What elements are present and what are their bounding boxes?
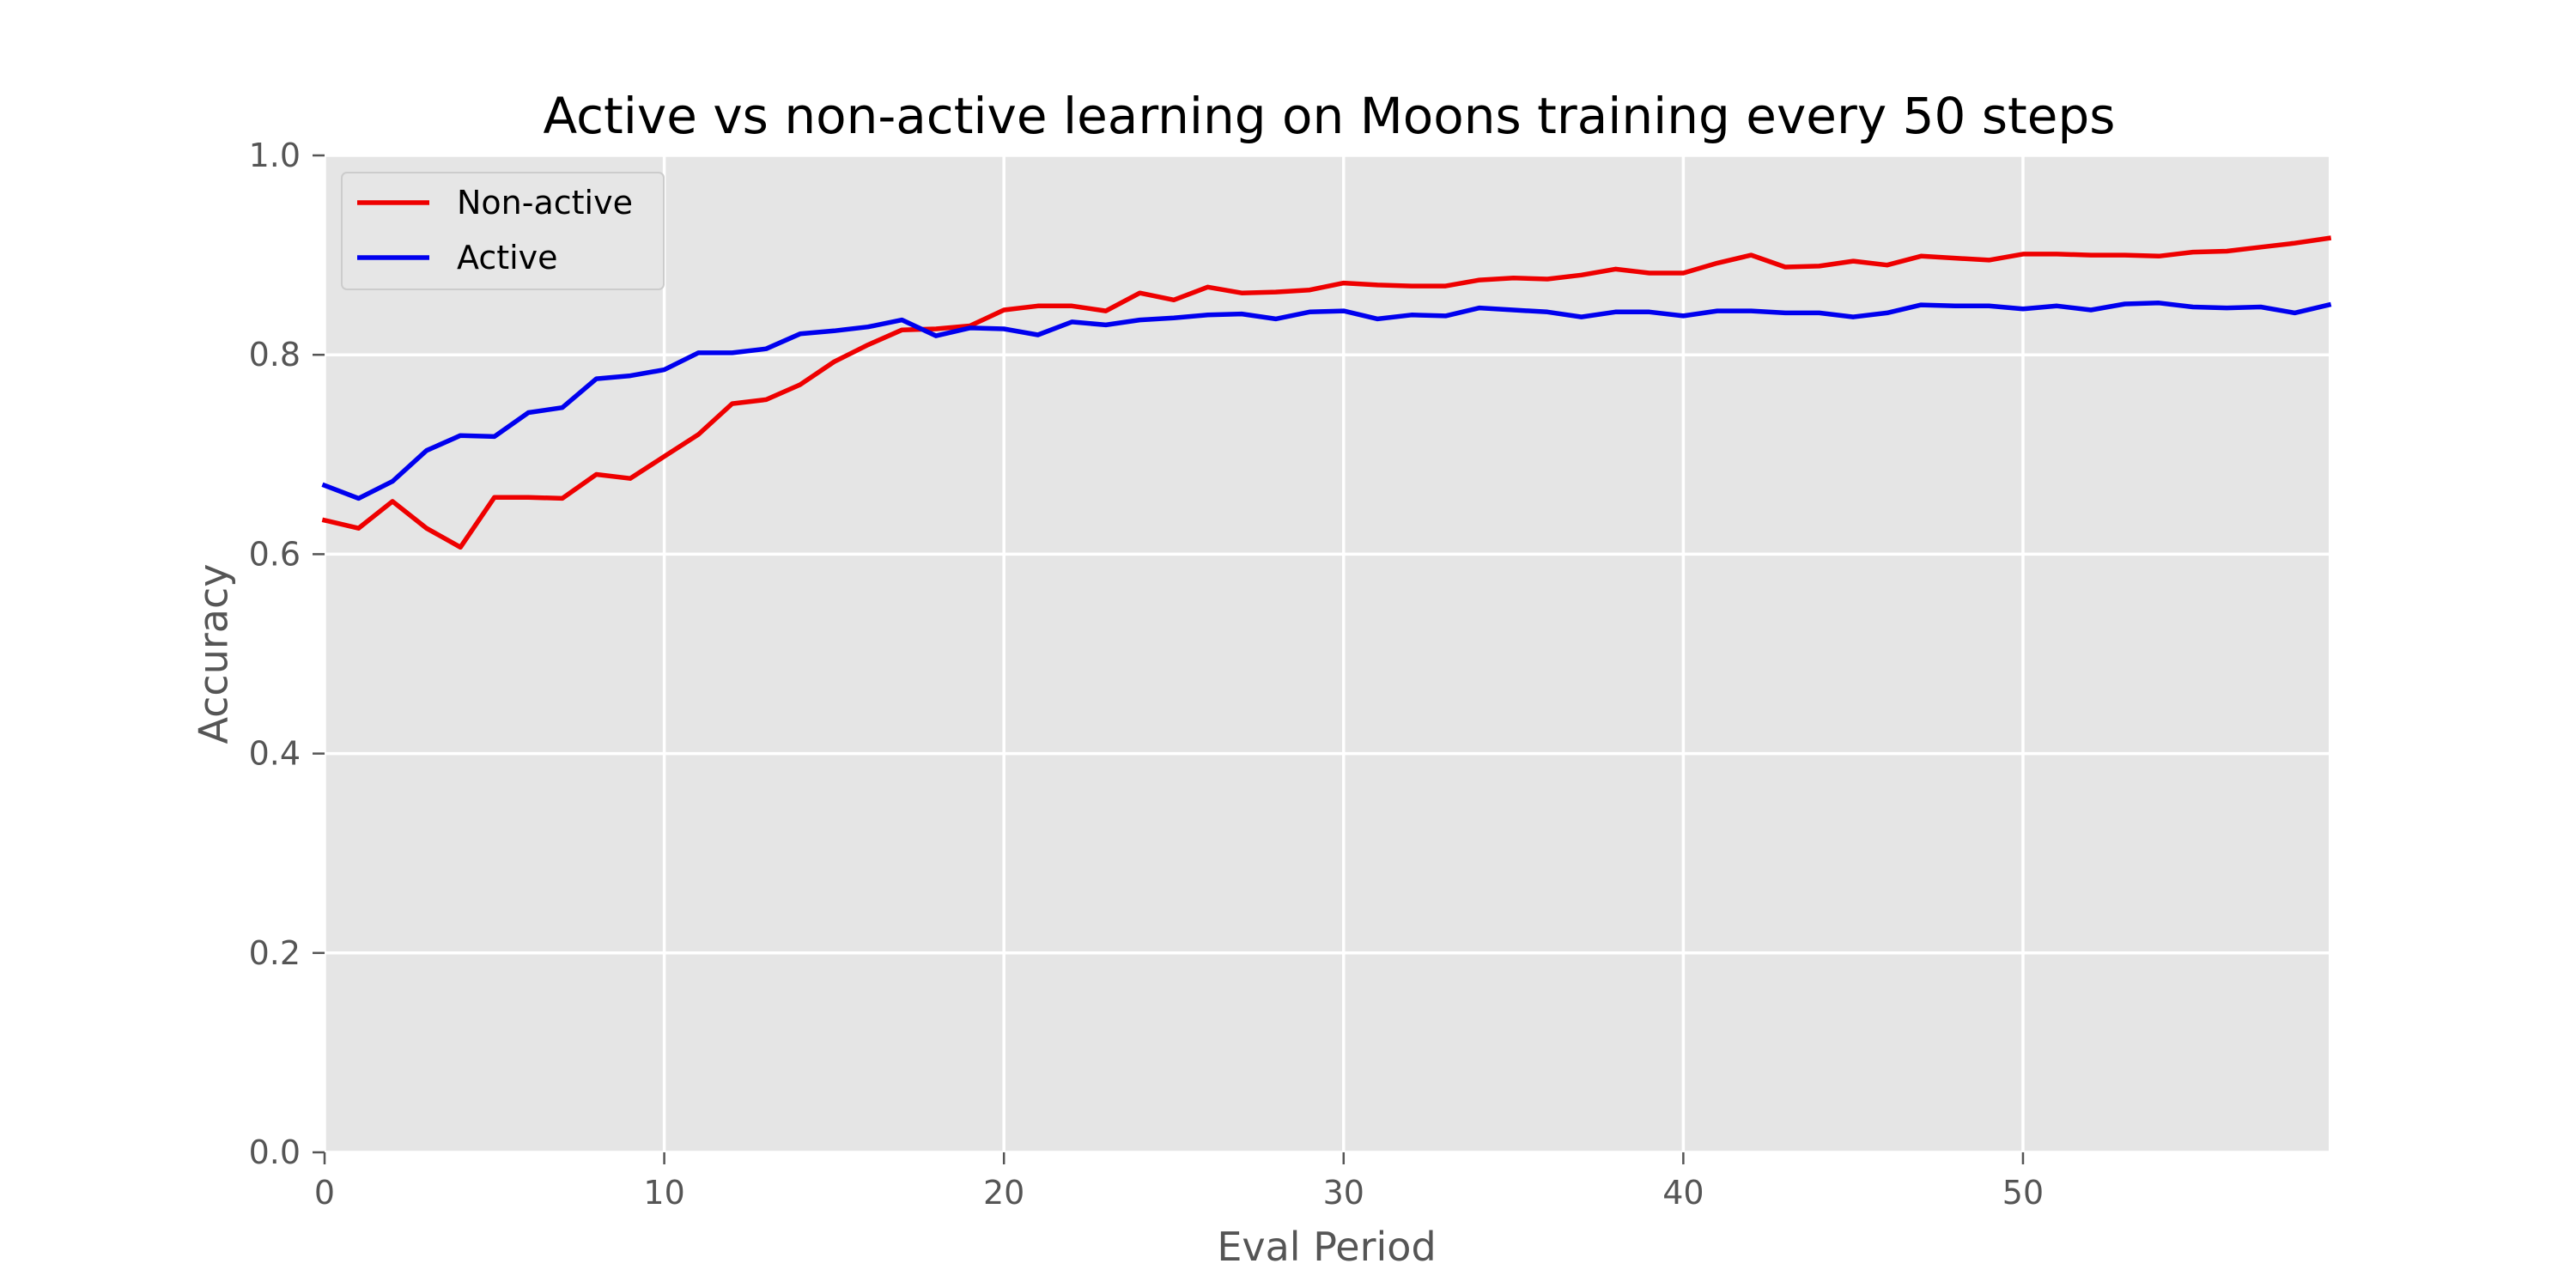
x-tick-label: 10 — [643, 1174, 684, 1212]
y-tick-label: 1.0 — [249, 137, 301, 174]
x-tick-label: 50 — [2002, 1174, 2044, 1212]
y-tick-label: 0.6 — [249, 535, 301, 573]
legend-label: Non-active — [457, 184, 633, 222]
series-line-non-active — [321, 235, 2332, 550]
x-tick-label: 30 — [1323, 1174, 1364, 1212]
y-axis-label: Accuracy — [191, 563, 237, 744]
y-tick-label: 0.4 — [249, 735, 301, 773]
axes: 0 10 20 30 40 50 0.0 0.2 0.4 0.6 0.8 1.0 — [249, 137, 2044, 1212]
y-tick-label: 0.0 — [249, 1133, 301, 1171]
legend: Non-active Active — [341, 172, 665, 290]
y-tick-label: 0.2 — [249, 934, 301, 972]
x-tick-label: 20 — [983, 1174, 1024, 1212]
plot-area — [325, 155, 2329, 1152]
legend-label: Active — [457, 239, 558, 276]
grid-lines — [323, 154, 2329, 1154]
chart-title: Active vs non-active learning on Moons t… — [544, 87, 2116, 145]
series-layer — [321, 235, 2332, 550]
series-line-active — [321, 301, 2332, 501]
x-axis-label: Eval Period — [1217, 1224, 1436, 1270]
y-tick-label: 0.8 — [249, 336, 301, 374]
x-tick-label: 0 — [314, 1174, 335, 1212]
x-tick-label: 40 — [1662, 1174, 1704, 1212]
